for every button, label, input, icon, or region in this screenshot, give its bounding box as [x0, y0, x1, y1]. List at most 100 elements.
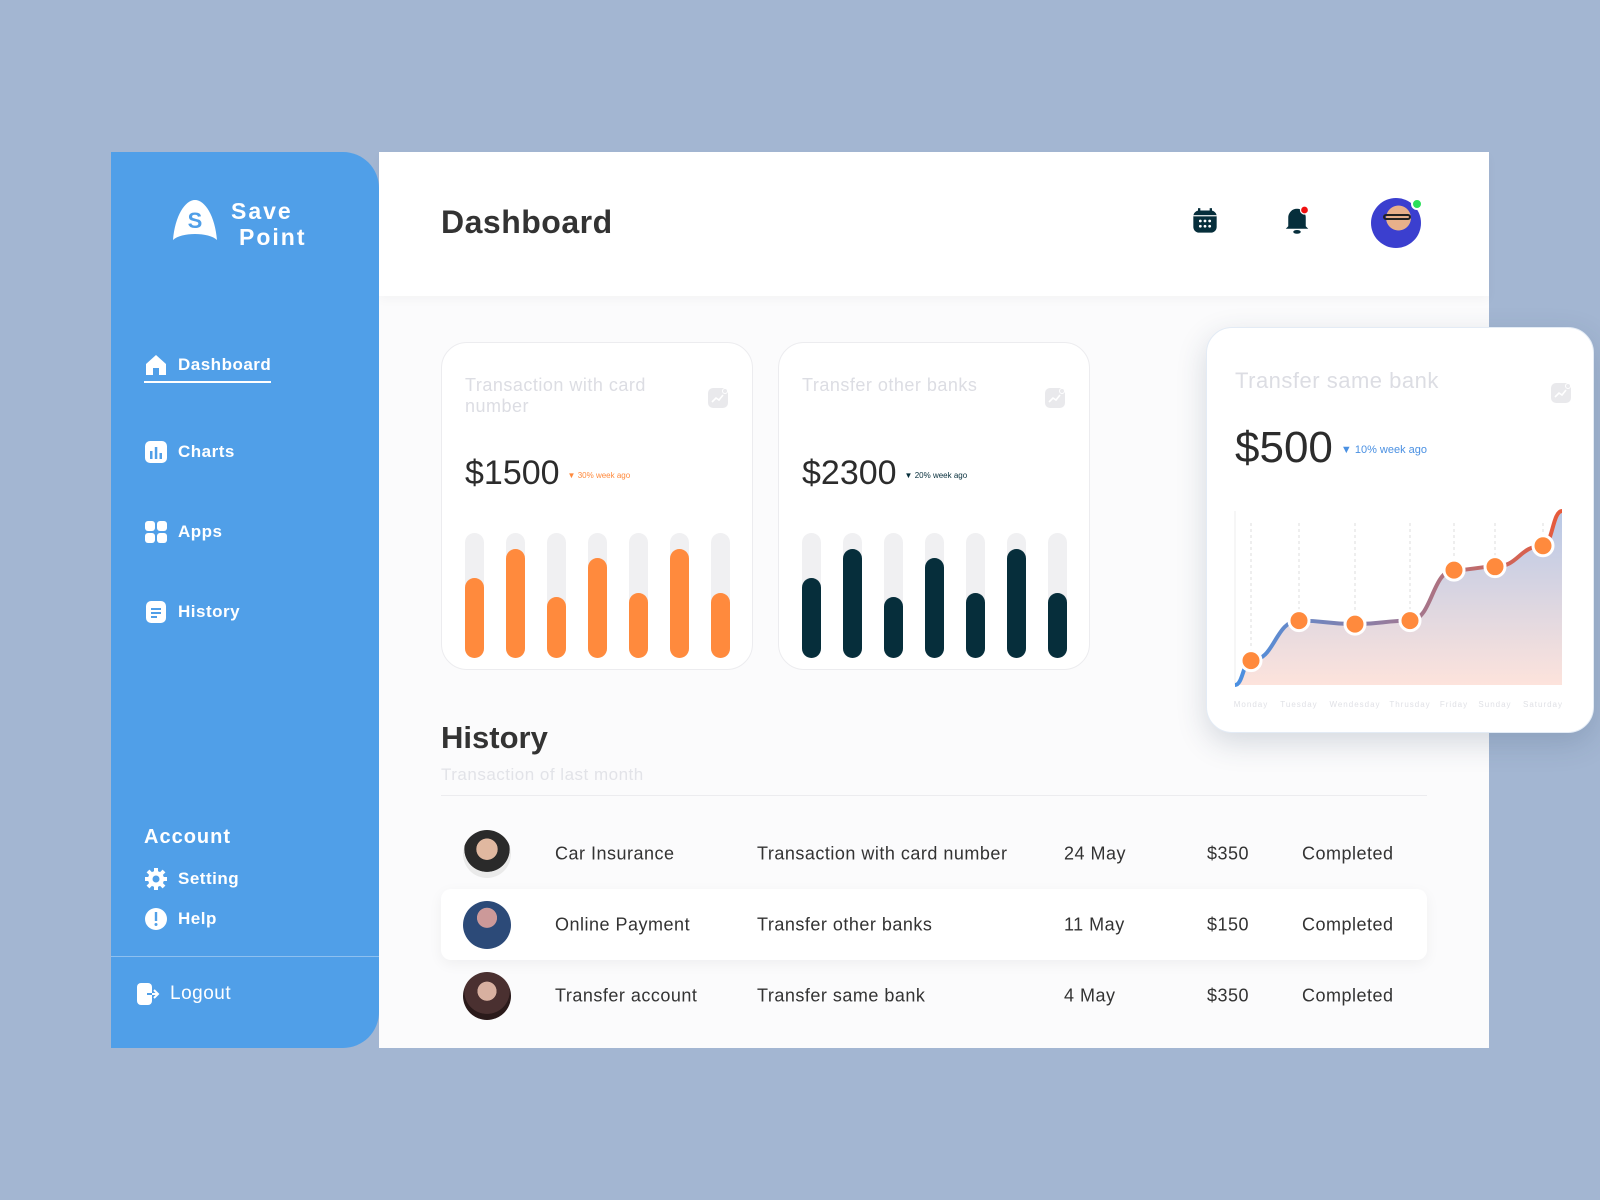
caret-down-icon: ▼ — [567, 470, 576, 480]
bell-icon[interactable] — [1282, 205, 1312, 235]
bar[interactable] — [843, 549, 862, 658]
data-point[interactable] — [1442, 558, 1466, 582]
home-icon — [146, 355, 166, 375]
row-date: 24 May — [1064, 843, 1127, 863]
bar[interactable] — [925, 558, 944, 658]
bar-track — [465, 533, 484, 658]
bar[interactable] — [547, 596, 566, 658]
bar-chart-icon — [145, 441, 167, 463]
glasses — [1383, 214, 1411, 220]
account-heading: Account — [144, 826, 231, 848]
sidebar-item-label: History — [178, 602, 241, 621]
document-icon — [146, 601, 166, 623]
page-title: Dashboard — [441, 204, 613, 240]
bar[interactable] — [966, 593, 985, 658]
sidebar-item-help[interactable]: Help — [144, 907, 217, 931]
header: Dashboard — [379, 152, 1489, 296]
data-point[interactable] — [1483, 555, 1507, 579]
sidebar-item-history[interactable]: History — [144, 600, 240, 624]
logout-label: Logout — [170, 983, 232, 1004]
data-point[interactable] — [1398, 609, 1422, 633]
stat-card[interactable]: Transfer same bank $500 ▼ 10% week ago Mon… — [1206, 327, 1594, 733]
avatar — [463, 972, 511, 1020]
data-point[interactable] — [1343, 612, 1367, 636]
bar[interactable] — [711, 593, 730, 658]
caret-down-icon: ▼ — [904, 470, 913, 480]
avatar — [463, 901, 511, 949]
avatar — [463, 830, 511, 878]
data-point[interactable] — [1239, 649, 1263, 673]
sidebar-item-charts[interactable]: Charts — [144, 440, 235, 464]
row-date: 11 May — [1064, 914, 1125, 934]
trend-chart-icon[interactable] — [1045, 388, 1065, 408]
bar-track — [802, 533, 821, 658]
stat-card[interactable]: Transfer other banks $2300 ▼ 20% week ago — [778, 342, 1090, 670]
trend-chart-icon[interactable] — [708, 388, 728, 408]
logo-icon: S — [173, 200, 217, 240]
stat-card[interactable]: Transaction with card number $1500 ▼ 30% … — [441, 342, 753, 670]
trend-chart-icon[interactable] — [1551, 383, 1571, 403]
online-status-dot — [1411, 198, 1423, 210]
card-trend: ▼ 10% week ago — [1340, 444, 1428, 457]
gear-icon — [145, 868, 167, 890]
bar[interactable] — [802, 578, 821, 658]
sidebar-item-setting[interactable]: Setting — [144, 867, 239, 891]
table-row[interactable]: Online Payment Transfer other banks 11 M… — [441, 889, 1427, 960]
sidebar: S Save Point Dashboard Charts Apps Histor… — [111, 152, 379, 1048]
sidebar-item-label: Setting — [178, 869, 240, 888]
bar-track — [925, 533, 944, 658]
x-tick-label: Sunday — [1478, 700, 1511, 709]
row-description: Transaction with card number — [757, 843, 1008, 863]
row-date: 4 May — [1064, 985, 1116, 1005]
table-row[interactable]: Transfer account Transfer same bank 4 Ma… — [441, 960, 1427, 1031]
logo[interactable]: S — [171, 196, 219, 249]
bar[interactable] — [506, 549, 525, 658]
table-row[interactable]: Car Insurance Transaction with card numb… — [441, 818, 1427, 889]
bar[interactable] — [588, 558, 607, 658]
history-title: History — [441, 720, 548, 755]
x-tick-label: Monday — [1234, 700, 1268, 709]
bar-track — [1048, 533, 1067, 658]
sidebar-item-apps[interactable]: Apps — [144, 520, 223, 544]
card-title: Transaction with card number — [465, 375, 646, 416]
card-amount: $1500 ▼ 30% week ago — [465, 454, 631, 492]
row-amount: $350 — [1207, 985, 1250, 1005]
area-fill — [1235, 511, 1562, 685]
bar[interactable] — [1007, 549, 1026, 658]
logout-button[interactable]: Logout — [136, 982, 231, 1006]
avatar[interactable] — [1371, 198, 1423, 248]
bar-track — [588, 533, 607, 658]
divider — [441, 795, 1427, 796]
bar-track — [884, 533, 903, 658]
bar-track — [506, 533, 525, 658]
bar-track — [966, 533, 985, 658]
data-point[interactable] — [1531, 534, 1555, 558]
help-icon — [145, 908, 167, 930]
card-title: Transfer other banks — [802, 375, 978, 395]
x-tick-label: Saturday — [1523, 700, 1563, 709]
card-amount: $500 ▼ 10% week ago — [1235, 423, 1428, 472]
sidebar-item-label: Help — [178, 909, 217, 928]
sidebar-item-dashboard[interactable]: Dashboard — [144, 353, 272, 383]
x-tick-label: Tuesday — [1280, 700, 1317, 709]
sidebar-item-label: Charts — [178, 442, 235, 461]
data-point[interactable] — [1287, 609, 1311, 633]
row-description: Transfer same bank — [757, 985, 926, 1005]
status-badge: Completed — [1302, 914, 1394, 934]
card-trend: ▼ 30% week ago — [567, 470, 631, 480]
bar[interactable] — [465, 578, 484, 658]
calendar-icon[interactable] — [1191, 207, 1219, 235]
bar[interactable] — [670, 549, 689, 658]
row-name: Transfer account — [555, 985, 698, 1005]
sidebar-item-label: Apps — [178, 522, 223, 541]
status-badge: Completed — [1302, 985, 1394, 1005]
bar-track — [1007, 533, 1026, 658]
line-chart: Monday Tuesday Wendesday Thrusday Friday Sund… — [1234, 509, 1563, 709]
bar[interactable] — [629, 593, 648, 658]
bar-track — [629, 533, 648, 658]
bar-track — [670, 533, 689, 658]
bar[interactable] — [884, 596, 903, 658]
row-name: Car Insurance — [555, 843, 675, 863]
row-description: Transfer other banks — [757, 914, 933, 934]
bar[interactable] — [1048, 593, 1067, 658]
